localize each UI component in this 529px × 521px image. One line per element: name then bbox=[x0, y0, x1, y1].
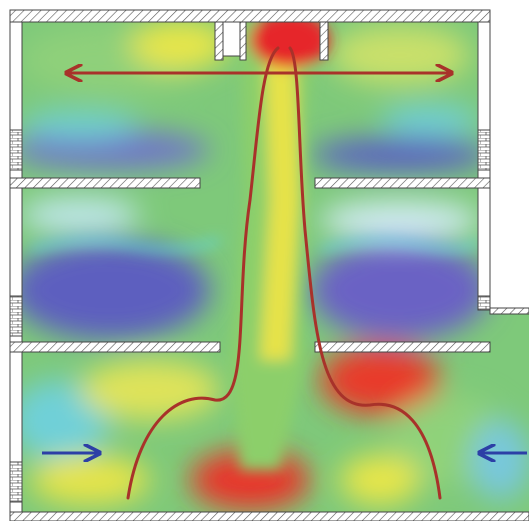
walls bbox=[9, 9, 529, 521]
flow-lines bbox=[68, 46, 450, 500]
